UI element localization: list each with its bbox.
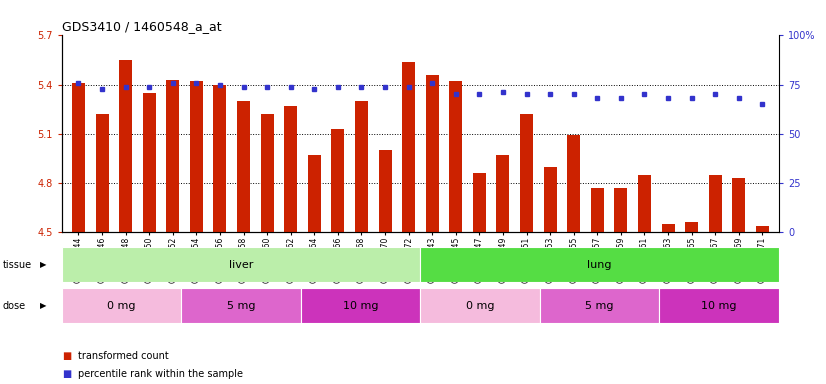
Bar xyxy=(420,288,540,323)
Bar xyxy=(662,224,675,232)
Bar xyxy=(659,288,779,323)
Text: 10 mg: 10 mg xyxy=(701,301,737,311)
Bar xyxy=(143,93,155,232)
Text: 0 mg: 0 mg xyxy=(107,301,136,311)
Bar xyxy=(449,81,463,232)
Text: 0 mg: 0 mg xyxy=(466,301,495,311)
Text: ▶: ▶ xyxy=(40,301,46,310)
Text: dose: dose xyxy=(2,301,26,311)
Bar xyxy=(237,101,250,232)
Bar xyxy=(756,226,769,232)
Text: tissue: tissue xyxy=(2,260,31,270)
Bar xyxy=(301,288,420,323)
Bar xyxy=(420,247,779,282)
Bar xyxy=(62,247,420,282)
Text: 10 mg: 10 mg xyxy=(343,301,378,311)
Bar xyxy=(402,61,415,232)
Bar xyxy=(378,150,392,232)
Text: transformed count: transformed count xyxy=(78,351,169,361)
Text: ▶: ▶ xyxy=(40,260,46,269)
Bar xyxy=(540,288,659,323)
Bar xyxy=(72,83,85,232)
Bar xyxy=(733,178,745,232)
Bar xyxy=(473,173,486,232)
Bar xyxy=(308,155,320,232)
Text: percentile rank within the sample: percentile rank within the sample xyxy=(78,369,244,379)
Text: ■: ■ xyxy=(62,369,71,379)
Text: GDS3410 / 1460548_a_at: GDS3410 / 1460548_a_at xyxy=(62,20,221,33)
Bar xyxy=(96,114,108,232)
Text: lung: lung xyxy=(587,260,612,270)
Bar xyxy=(709,175,722,232)
Bar xyxy=(331,129,344,232)
Text: 5 mg: 5 mg xyxy=(586,301,614,311)
Text: ■: ■ xyxy=(62,351,71,361)
Text: liver: liver xyxy=(229,260,254,270)
Bar xyxy=(615,188,628,232)
Bar xyxy=(686,222,698,232)
Bar xyxy=(496,155,510,232)
Bar xyxy=(544,167,557,232)
Bar xyxy=(213,84,226,232)
Bar xyxy=(62,288,182,323)
Bar xyxy=(425,75,439,232)
Bar xyxy=(591,188,604,232)
Bar xyxy=(355,101,368,232)
Bar xyxy=(190,81,203,232)
Bar xyxy=(119,60,132,232)
Text: 5 mg: 5 mg xyxy=(227,301,255,311)
Bar xyxy=(261,114,273,232)
Bar xyxy=(166,79,179,232)
Bar xyxy=(520,114,533,232)
Bar xyxy=(182,288,301,323)
Bar xyxy=(567,136,580,232)
Bar xyxy=(638,175,651,232)
Bar xyxy=(284,106,297,232)
